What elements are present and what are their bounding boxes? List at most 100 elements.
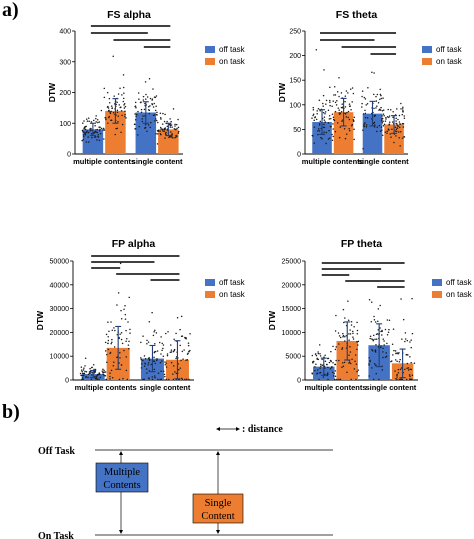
data-point [400, 108, 402, 110]
data-point [396, 108, 398, 110]
data-point [341, 106, 344, 109]
data-point [341, 348, 343, 350]
data-point [82, 374, 85, 377]
panel-label-a: a) [2, 0, 19, 21]
data-point [329, 101, 331, 104]
data-point [341, 366, 343, 369]
data-point [143, 355, 146, 357]
data-point [149, 97, 152, 100]
data-point [380, 94, 382, 97]
data-point [154, 362, 156, 365]
data-point [380, 330, 382, 333]
data-point [102, 373, 104, 375]
data-point [152, 114, 155, 116]
data-point [392, 328, 395, 330]
data-point [119, 352, 121, 354]
data-point [405, 353, 407, 356]
legend-label: on task [219, 290, 246, 299]
data-point [382, 351, 384, 353]
data-point [148, 77, 151, 80]
data-point [81, 378, 83, 381]
legend-label: off task [219, 278, 246, 287]
data-point [148, 358, 151, 361]
data-point [321, 364, 324, 367]
data-point [95, 376, 98, 378]
data-point [344, 340, 346, 342]
data-point [166, 353, 169, 355]
y-tick-label: 250 [289, 29, 301, 36]
data-point [406, 367, 408, 369]
data-point [318, 122, 321, 125]
data-point [181, 350, 184, 353]
distance-legend-arrowhead-left [216, 427, 220, 431]
data-point [83, 367, 85, 369]
data-point [411, 297, 413, 300]
data-point [385, 116, 387, 119]
data-point [142, 359, 144, 362]
data-point [363, 125, 365, 127]
data-point [155, 95, 158, 97]
data-point [161, 342, 163, 345]
y-tick-label: 0 [65, 378, 69, 385]
data-point [396, 127, 399, 129]
data-point [98, 378, 100, 380]
data-point [107, 107, 110, 109]
data-point [323, 123, 325, 126]
data-point [395, 352, 397, 355]
data-point [372, 338, 374, 341]
bar-on-task [105, 110, 126, 154]
data-point [388, 319, 391, 322]
x-category-label: single content [358, 157, 409, 166]
data-point [90, 133, 93, 135]
data-point [330, 125, 332, 128]
data-point [404, 368, 406, 371]
data-point [314, 353, 317, 355]
data-point [135, 107, 137, 109]
y-tick-label: 0 [297, 378, 301, 385]
data-point [84, 125, 86, 128]
data-point [411, 332, 414, 335]
data-point [154, 329, 156, 332]
data-point [349, 88, 352, 90]
data-point [107, 339, 110, 342]
data-point [323, 126, 326, 129]
data-point [97, 136, 100, 138]
data-point [95, 117, 97, 120]
data-point [107, 348, 110, 351]
data-point [125, 329, 127, 332]
data-point [121, 94, 123, 96]
data-point [126, 338, 128, 340]
data-point [408, 374, 411, 376]
data-point [388, 115, 391, 117]
data-point [179, 328, 181, 331]
data-point [147, 364, 149, 366]
data-point [346, 111, 348, 114]
charts-group: FS alpha 0 100 200 300 400 DTW multiple content… [35, 9, 473, 392]
data-point [336, 122, 339, 124]
data-point [163, 130, 165, 133]
data-point [117, 292, 120, 294]
data-point [94, 375, 96, 378]
data-point [98, 372, 101, 374]
data-point [390, 109, 392, 111]
data-point [353, 368, 356, 370]
data-point [397, 368, 400, 371]
data-point [311, 354, 314, 357]
data-point [93, 370, 96, 373]
data-point [399, 123, 401, 125]
data-point [159, 133, 162, 135]
data-point [323, 131, 325, 133]
data-point [379, 346, 382, 349]
data-point [85, 118, 88, 120]
data-point [134, 105, 137, 107]
data-point [128, 340, 130, 343]
data-point [342, 308, 345, 311]
data-point [186, 353, 189, 355]
data-point [399, 358, 401, 361]
data-point [385, 355, 388, 357]
data-point [375, 333, 378, 336]
data-point [321, 138, 323, 140]
data-point [103, 87, 106, 90]
data-point [344, 95, 347, 97]
data-point [325, 99, 328, 102]
